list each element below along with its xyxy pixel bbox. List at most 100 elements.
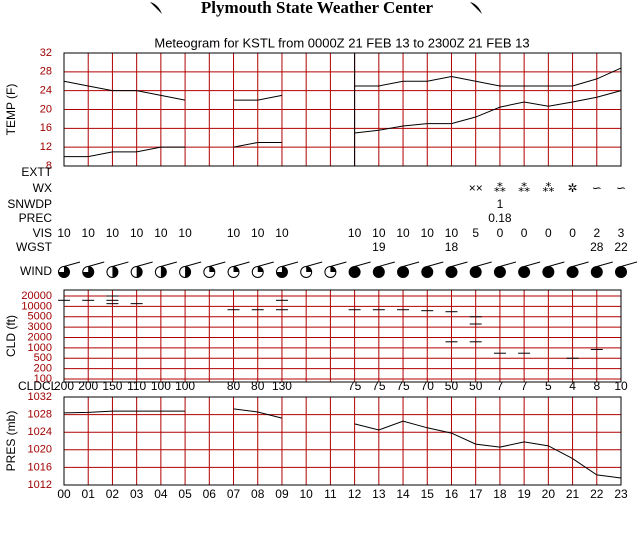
wind-staff [63,261,81,267]
ceiling-value: 80 [227,379,241,393]
sky-cover [421,266,433,278]
y-tick-label: 1032 [28,391,52,403]
x-tick-label: 22 [590,487,604,501]
wind-staff [281,261,299,267]
y-tick-label: 1024 [28,426,52,438]
row-value: 10 [275,226,289,240]
row-value: ✲ [568,181,578,195]
row-label: EXTT [21,165,52,179]
wind-staff [233,261,250,267]
panel-frame [63,289,622,383]
ceiling-value: 75 [348,379,362,393]
ceiling-value: 80 [251,379,265,393]
y-tick-label: 1000 [28,342,52,354]
y-tick-label: 20000 [21,290,52,302]
row-value: 10 [445,226,459,240]
ceiling-value: 100 [175,379,195,393]
x-tick-label: 05 [178,487,192,501]
x-tick-label: 21 [566,487,580,501]
row-value: 0 [521,226,528,240]
row-value: ⁂ [518,181,530,195]
row-value: 10 [106,226,120,240]
row-value: 22 [614,240,628,254]
axis-label: TEMP (F) [4,84,18,136]
x-tick-label: 14 [396,487,410,501]
x-tick-label: 11 [324,487,337,501]
wind-staff [596,261,613,267]
temperature-line [63,67,622,101]
y-tick-label: 12 [40,141,52,153]
y-tick-label: 24 [40,85,52,97]
row-value: 0 [497,226,504,240]
wind-staff [572,261,589,267]
row-value: 5 [472,226,479,240]
ceiling-value: 200 [78,379,98,393]
sky-cover [518,266,530,278]
wind-staff [112,261,129,267]
wind-staff [427,261,444,267]
pressure-line [63,408,622,479]
sky-cover [112,266,118,278]
row-value: 10 [251,226,265,240]
sky-cover [233,266,240,272]
wind-staff [620,261,638,267]
sky-cover [276,266,288,278]
row-value: 10 [372,226,386,240]
y-tick-label: 5000 [28,311,52,323]
y-tick-label: 16 [40,122,52,134]
sky-cover [136,266,143,278]
sky-cover [397,266,409,278]
header-box [95,0,545,18]
x-tick-label: 15 [421,487,435,501]
sky-cover [330,266,336,272]
row-value: 2 [593,226,600,240]
sky-cover [445,266,457,278]
y-tick-label: 1016 [28,461,52,473]
axis-label: CLD (ft) [4,315,18,357]
wind-staff [330,261,347,267]
sky-cover [82,266,94,278]
x-tick-label: 20 [542,487,556,501]
wind-staff [184,261,202,267]
ceiling-value: 50 [445,379,459,393]
wind-staff [548,261,565,267]
wind-staff [88,261,105,267]
wind-staff [378,261,395,267]
ceiling-value: 75 [372,379,386,393]
row-value: 0.18 [488,211,512,225]
sky-cover [58,266,70,278]
wind-staff [523,261,541,267]
x-tick-label: 10 [299,487,313,501]
panel-frame [63,52,622,167]
y-tick-label: 1012 [28,479,52,491]
row-value: 28 [590,240,604,254]
sky-cover [209,266,215,272]
x-tick-label: 01 [82,487,96,501]
row-value: 10 [396,226,410,240]
panel-frame [63,396,622,486]
row-value: 0 [569,226,576,240]
sky-cover [257,266,264,272]
x-tick-label: 08 [251,487,265,501]
ceiling-value: 75 [396,379,410,393]
row-value: 1 [497,197,504,211]
wind-staff [475,261,492,267]
x-tick-label: 00 [57,487,71,501]
x-tick-label: 09 [275,487,289,501]
ceiling-value: 7 [497,379,504,393]
x-tick-label: 18 [493,487,507,501]
x-tick-label: 19 [517,487,531,501]
row-value: ×× [469,181,483,195]
y-tick-label: 32 [40,47,52,59]
sky-cover [542,266,554,278]
row-label: WIND [20,264,52,278]
y-tick-label: 1020 [28,444,52,456]
x-tick-label: 06 [203,487,217,501]
wind-staff [257,261,274,267]
y-tick-label: 8 [46,160,52,172]
ceiling-value: 110 [127,379,146,393]
dewpoint-line [64,90,622,158]
row-value: 0 [545,226,552,240]
wind-staff [160,261,178,267]
